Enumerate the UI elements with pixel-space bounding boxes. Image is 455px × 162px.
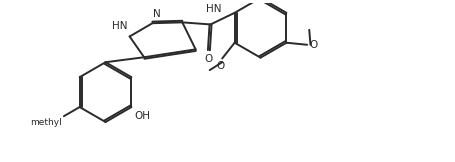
- Text: N: N: [153, 9, 161, 19]
- Text: HN: HN: [112, 21, 127, 31]
- Text: O: O: [216, 61, 224, 71]
- Text: O: O: [308, 40, 317, 50]
- Text: HN: HN: [206, 4, 221, 14]
- Text: O: O: [204, 54, 212, 64]
- Text: methyl: methyl: [30, 118, 62, 127]
- Text: OH: OH: [134, 111, 150, 121]
